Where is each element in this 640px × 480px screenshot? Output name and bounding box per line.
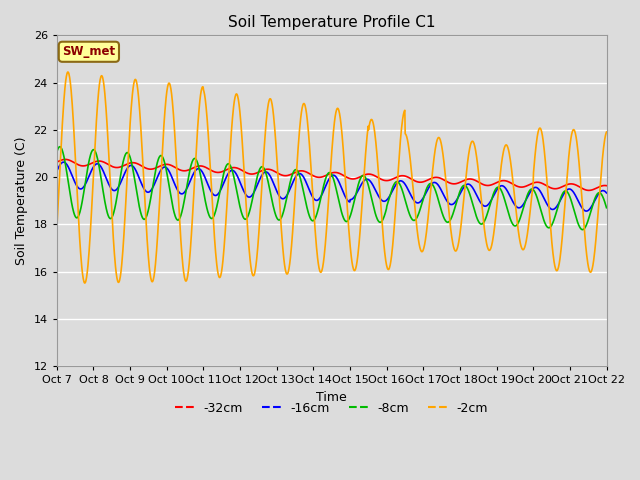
Legend: -32cm, -16cm, -8cm, -2cm: -32cm, -16cm, -8cm, -2cm xyxy=(170,396,493,420)
Title: Soil Temperature Profile C1: Soil Temperature Profile C1 xyxy=(228,15,435,30)
X-axis label: Time: Time xyxy=(316,391,347,404)
Text: SW_met: SW_met xyxy=(62,45,115,58)
Y-axis label: Soil Temperature (C): Soil Temperature (C) xyxy=(15,137,28,265)
